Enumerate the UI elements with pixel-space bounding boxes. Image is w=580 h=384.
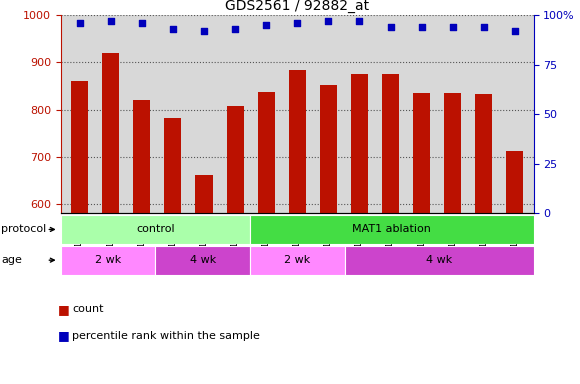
Bar	[71, 81, 88, 213]
Bar	[382, 74, 399, 213]
Point	[386, 24, 395, 30]
Title: GDS2561 / 92882_at: GDS2561 / 92882_at	[225, 0, 369, 13]
Bar	[61, 246, 155, 275]
Text: percentile rank within the sample: percentile rank within the sample	[72, 331, 260, 341]
Bar	[258, 92, 275, 213]
Bar	[195, 175, 212, 213]
Text: MAT1 ablation: MAT1 ablation	[353, 224, 431, 235]
Point	[200, 28, 209, 34]
Point	[230, 26, 240, 32]
Point	[510, 28, 520, 34]
Point	[324, 18, 333, 24]
Text: age: age	[1, 255, 22, 265]
Bar	[413, 93, 430, 213]
Point	[355, 18, 364, 24]
Bar	[133, 100, 150, 213]
Bar	[506, 151, 524, 213]
Text: ■: ■	[58, 303, 70, 316]
Point	[168, 26, 177, 32]
Text: 4 wk: 4 wk	[190, 255, 216, 265]
Bar	[475, 94, 492, 213]
Bar	[250, 246, 345, 275]
Text: 4 wk: 4 wk	[426, 255, 452, 265]
Bar	[227, 106, 244, 213]
Bar	[61, 215, 250, 244]
Point	[262, 22, 271, 28]
Text: 2 wk: 2 wk	[95, 255, 121, 265]
Text: count: count	[72, 304, 104, 314]
Bar	[320, 85, 337, 213]
Bar	[155, 246, 250, 275]
Point	[448, 24, 458, 30]
Point	[479, 24, 488, 30]
Bar	[164, 118, 182, 213]
Bar	[345, 246, 534, 275]
Point	[75, 20, 84, 26]
Bar	[250, 215, 534, 244]
Bar	[289, 70, 306, 213]
Bar	[351, 74, 368, 213]
Text: protocol: protocol	[1, 224, 46, 235]
Text: ■: ■	[58, 329, 70, 343]
Point	[137, 20, 146, 26]
Point	[292, 20, 302, 26]
Bar	[444, 93, 461, 213]
Point	[417, 24, 426, 30]
Text: control: control	[136, 224, 175, 235]
Bar	[102, 53, 119, 213]
Text: 2 wk: 2 wk	[284, 255, 310, 265]
Point	[106, 18, 115, 24]
